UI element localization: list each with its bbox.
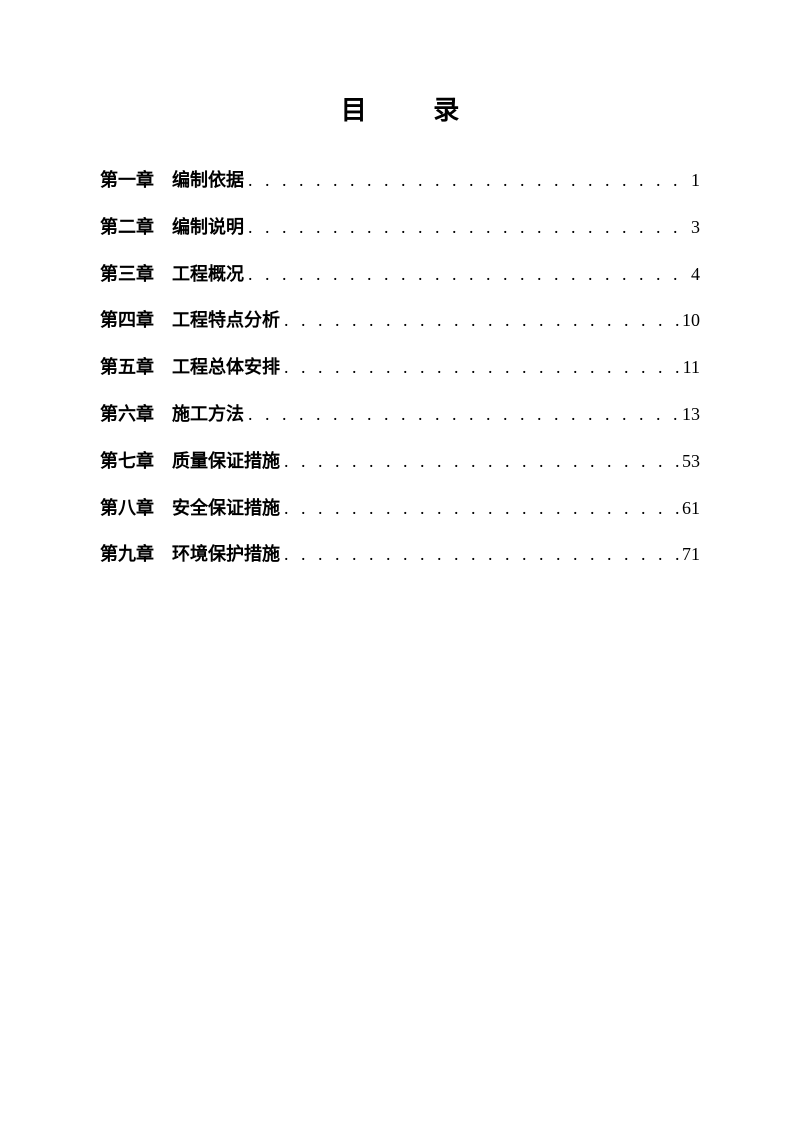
toc-entry: 第六章 施工方法 13 — [100, 391, 700, 438]
leader-dots — [280, 344, 683, 391]
page-number: 4 — [691, 251, 700, 298]
chapter-title: 施工方法 — [172, 391, 244, 438]
toc-entry: 第三章 工程概况 4 — [100, 251, 700, 298]
toc-entry: 第五章 工程总体安排 11 — [100, 344, 700, 391]
chapter-title: 工程总体安排 — [172, 344, 280, 391]
page-number: 3 — [691, 204, 700, 251]
chapter-number: 第七章 — [100, 438, 154, 485]
leader-dots — [244, 251, 691, 298]
page-number: 71 — [682, 531, 700, 578]
page-number: 11 — [683, 344, 700, 391]
chapter-number: 第六章 — [100, 391, 154, 438]
toc-entry: 第九章 环境保护措施 71 — [100, 531, 700, 578]
chapter-number: 第一章 — [100, 157, 154, 204]
page-number: 1 — [691, 157, 700, 204]
toc-entry: 第二章 编制说明 3 — [100, 204, 700, 251]
leader-dots — [280, 531, 682, 578]
page-number: 53 — [682, 438, 700, 485]
chapter-title: 环境保护措施 — [172, 531, 280, 578]
toc-title: 目 录 — [100, 90, 700, 127]
chapter-title: 安全保证措施 — [172, 485, 280, 532]
page-number: 10 — [682, 297, 700, 344]
chapter-title: 质量保证措施 — [172, 438, 280, 485]
leader-dots — [280, 297, 682, 344]
chapter-title: 工程概况 — [172, 251, 244, 298]
chapter-title: 编制说明 — [172, 204, 244, 251]
page-number: 13 — [682, 391, 700, 438]
toc-entry: 第八章 安全保证措施 61 — [100, 485, 700, 532]
leader-dots — [280, 485, 682, 532]
chapter-number: 第四章 — [100, 297, 154, 344]
chapter-number: 第八章 — [100, 485, 154, 532]
page-number: 61 — [682, 485, 700, 532]
leader-dots — [244, 391, 682, 438]
chapter-number: 第九章 — [100, 531, 154, 578]
chapter-title: 工程特点分析 — [172, 297, 280, 344]
toc-entry: 第一章 编制依据 1 — [100, 157, 700, 204]
leader-dots — [244, 157, 691, 204]
leader-dots — [280, 438, 682, 485]
chapter-number: 第二章 — [100, 204, 154, 251]
chapter-number: 第五章 — [100, 344, 154, 391]
chapter-number: 第三章 — [100, 251, 154, 298]
toc-list: 第一章 编制依据 1 第二章 编制说明 3 第三章 工程概况 4 第四章 工程特… — [100, 157, 700, 578]
chapter-title: 编制依据 — [172, 157, 244, 204]
leader-dots — [244, 204, 691, 251]
toc-entry: 第七章 质量保证措施 53 — [100, 438, 700, 485]
toc-entry: 第四章 工程特点分析 10 — [100, 297, 700, 344]
